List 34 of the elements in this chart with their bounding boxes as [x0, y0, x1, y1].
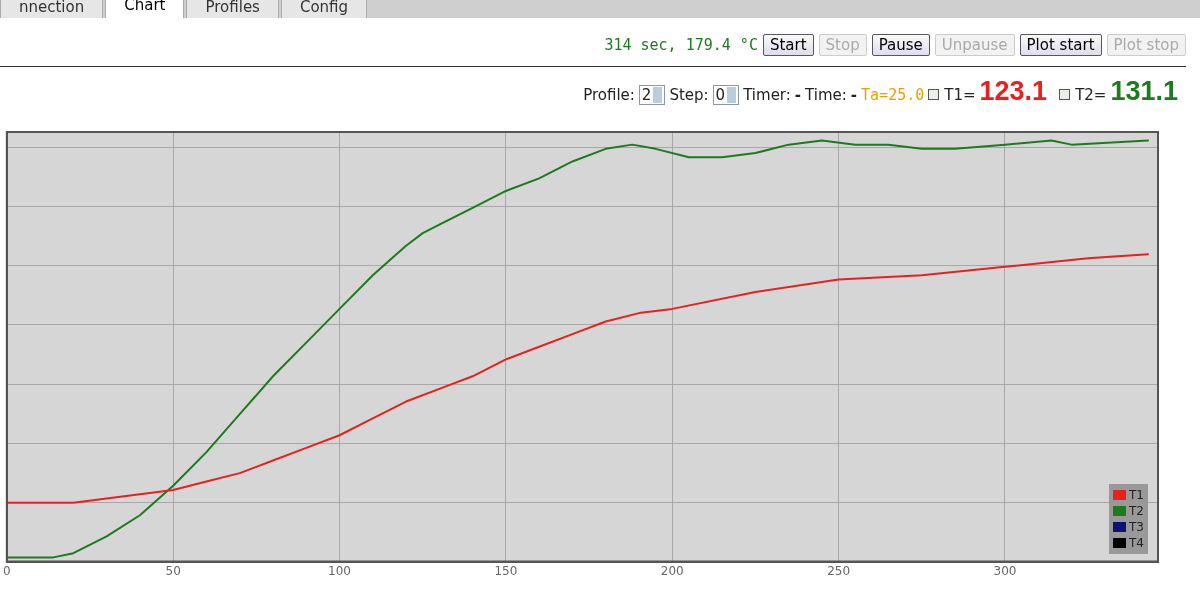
text: Stop: [818, 34, 867, 56]
text: T2=: [1075, 86, 1107, 104]
legend-label: T3: [1129, 518, 1144, 535]
legend-label: T1: [1129, 486, 1144, 503]
text: Plot start: [1019, 34, 1102, 56]
x-tick-label: 100: [328, 563, 351, 578]
text: 131.1: [1110, 76, 1178, 107]
text: T1=: [944, 86, 976, 104]
text: 2: [641, 86, 652, 104]
text: 0: [715, 86, 726, 104]
text: 123.1: [979, 76, 1048, 107]
legend-label: T2: [1129, 502, 1144, 519]
x-tick-label: 150: [494, 563, 518, 578]
text: Time:: [805, 86, 847, 104]
text: Unpause: [934, 34, 1015, 56]
text: Plot stop: [1106, 34, 1186, 56]
x-tick-label: 250: [827, 563, 851, 578]
text: 314 sec, 179.4 °C: [604, 36, 758, 54]
legend-label: T4: [1129, 534, 1144, 551]
text: Ta=25.0: [861, 86, 925, 104]
x-tick-label: 50: [165, 563, 181, 578]
text: -: [794, 86, 802, 104]
text: Pause: [871, 34, 930, 56]
text: nnection: [0, 0, 104, 18]
x-tick-label: 200: [660, 563, 684, 578]
x-tick-label: 300: [993, 563, 1017, 578]
text: Config: [280, 0, 368, 18]
x-tick-label: 0: [3, 563, 11, 578]
text: Start: [762, 34, 814, 56]
text: Step:: [669, 86, 709, 104]
text: Timer:: [743, 86, 791, 104]
text: Profile:: [583, 86, 635, 104]
text: -: [850, 86, 858, 104]
text: Profiles: [186, 0, 279, 18]
